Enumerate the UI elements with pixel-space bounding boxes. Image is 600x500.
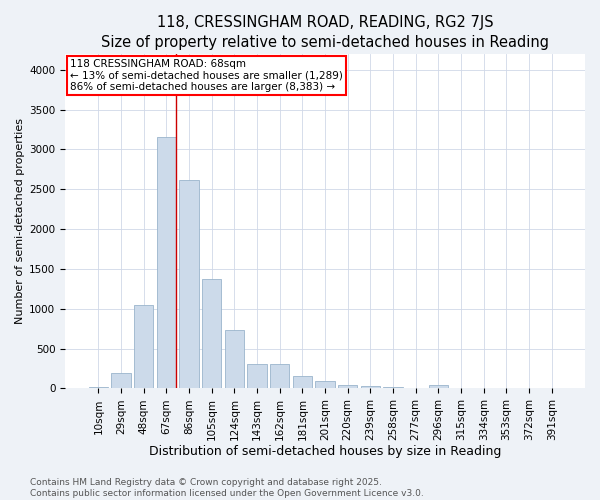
X-axis label: Distribution of semi-detached houses by size in Reading: Distribution of semi-detached houses by … bbox=[149, 444, 501, 458]
Bar bbox=[89, 387, 108, 388]
Bar bbox=[179, 180, 199, 388]
Bar bbox=[293, 376, 312, 388]
Bar bbox=[134, 305, 154, 388]
Bar bbox=[361, 386, 380, 388]
Text: Contains HM Land Registry data © Crown copyright and database right 2025.
Contai: Contains HM Land Registry data © Crown c… bbox=[30, 478, 424, 498]
Bar bbox=[316, 382, 335, 388]
Bar bbox=[157, 138, 176, 388]
Y-axis label: Number of semi-detached properties: Number of semi-detached properties bbox=[15, 118, 25, 324]
Bar bbox=[383, 387, 403, 388]
Bar bbox=[247, 364, 267, 388]
Bar bbox=[270, 364, 289, 388]
Bar bbox=[429, 386, 448, 388]
Bar bbox=[202, 280, 221, 388]
Bar bbox=[225, 330, 244, 388]
Title: 118, CRESSINGHAM ROAD, READING, RG2 7JS
Size of property relative to semi-detach: 118, CRESSINGHAM ROAD, READING, RG2 7JS … bbox=[101, 15, 549, 50]
Bar bbox=[338, 385, 358, 388]
Text: 118 CRESSINGHAM ROAD: 68sqm
← 13% of semi-detached houses are smaller (1,289)
86: 118 CRESSINGHAM ROAD: 68sqm ← 13% of sem… bbox=[70, 59, 343, 92]
Bar bbox=[112, 374, 131, 388]
